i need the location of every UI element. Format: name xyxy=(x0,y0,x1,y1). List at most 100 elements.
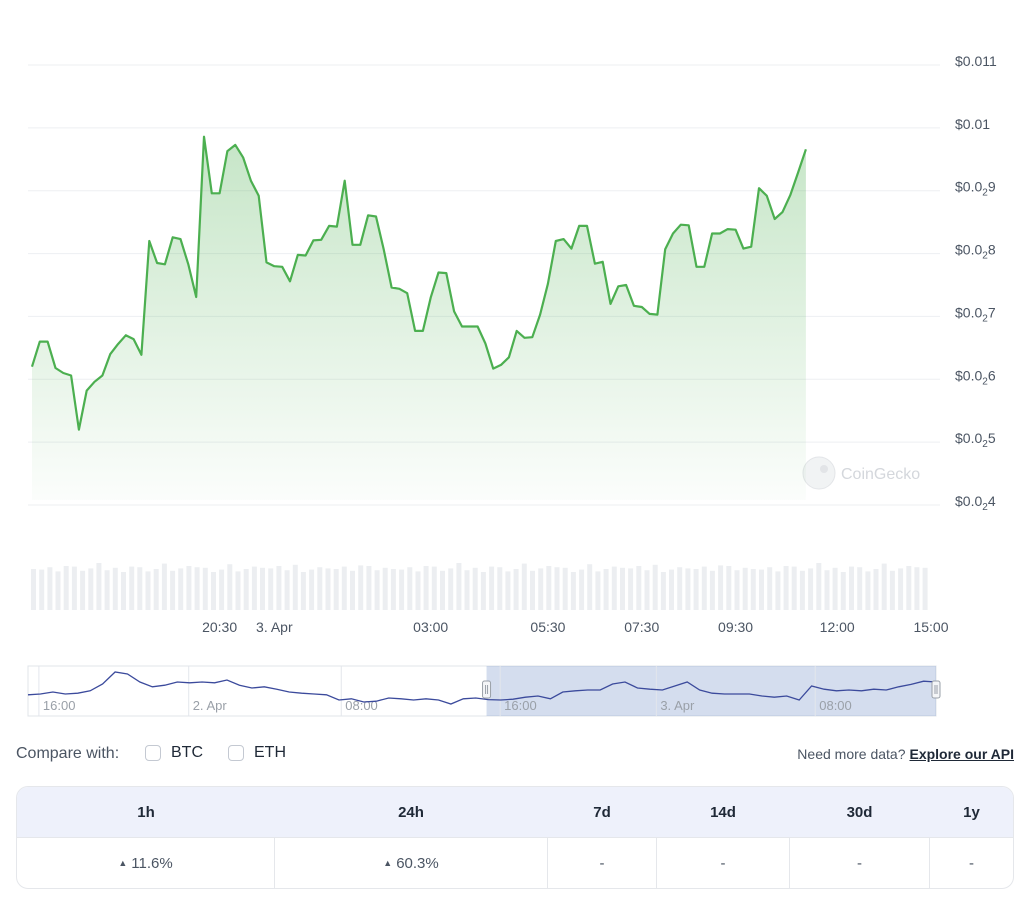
range-navigator[interactable]: 16:00 2. Apr 08:00 16:00 3. Apr 08:00 xyxy=(27,665,941,717)
navigator-line xyxy=(27,671,937,705)
x-tick-label: 20:30 xyxy=(202,619,237,635)
volume-bar xyxy=(497,567,503,610)
performance-table: 1h 24h 7d 14d 30d 1y 11.6% 60.3% - - - - xyxy=(16,786,1014,889)
volume-bar xyxy=(145,571,151,610)
header-24h: 24h xyxy=(274,787,547,837)
volume-bar xyxy=(153,569,159,610)
volume-bar xyxy=(644,570,650,610)
volume-bar xyxy=(767,567,773,610)
performance-value-row: 11.6% 60.3% - - - - xyxy=(17,837,1013,888)
navigator-handle-left[interactable] xyxy=(482,680,492,699)
volume-bar xyxy=(137,567,143,610)
volume-bar xyxy=(816,563,822,610)
volume-bar xyxy=(374,570,380,610)
volume-bar xyxy=(759,569,764,610)
x-tick-label: 12:00 xyxy=(820,619,855,635)
compare-btc-option[interactable]: BTC xyxy=(145,744,203,762)
volume-bar xyxy=(333,569,339,610)
volume-bar xyxy=(480,572,486,610)
volume-bar xyxy=(636,566,642,610)
volume-bar xyxy=(857,567,863,610)
volume-bar xyxy=(390,569,396,610)
volume-bar xyxy=(709,570,715,610)
price-line[interactable] xyxy=(30,135,807,431)
volume-bar xyxy=(906,566,912,610)
volume-bar xyxy=(726,566,732,610)
x-tick-label: 15:00 xyxy=(913,619,948,635)
api-note-text: Need more data? xyxy=(797,746,906,762)
price-chart: $0.011 $0.01 $0.029 $0.028 $0.027 $0.026 $0.02… xyxy=(27,53,997,717)
volume-bar xyxy=(562,567,568,610)
price-area xyxy=(32,136,806,500)
volume-bar xyxy=(775,571,781,610)
volume-bar xyxy=(685,568,691,610)
volume-bar xyxy=(677,567,683,610)
price-series[interactable] xyxy=(30,135,807,500)
performance-header-row: 1h 24h 7d 14d 30d 1y xyxy=(17,787,1013,837)
volume-bar xyxy=(39,569,45,610)
volume-bar xyxy=(358,565,364,610)
navigator-label: 2. Apr xyxy=(193,698,228,713)
volume-bar xyxy=(873,569,879,610)
header-30d: 30d xyxy=(789,787,929,837)
volume-bar xyxy=(603,569,609,610)
x-axis: 20:30 3. Apr 03:00 05:30 07:30 09:30 12:00 15:0… xyxy=(202,619,949,635)
volume-bar xyxy=(718,565,724,610)
volume-bar xyxy=(55,571,61,610)
y-tick-label: $0.011 xyxy=(955,53,997,69)
y-tick-label: $0.028 xyxy=(955,242,996,262)
y-tick-label: $0.027 xyxy=(955,304,996,324)
volume-bar xyxy=(652,564,658,610)
volume-bar xyxy=(440,570,445,610)
eth-checkbox[interactable] xyxy=(228,745,244,761)
explore-api-link[interactable]: Explore our API xyxy=(909,746,1014,762)
volume-bar xyxy=(112,567,118,610)
volume-bar xyxy=(129,566,135,610)
btc-label: BTC xyxy=(171,744,203,761)
coingecko-logo-eye xyxy=(820,465,828,473)
volume-bar xyxy=(407,567,413,610)
volume-bar xyxy=(31,569,36,610)
volume-bar xyxy=(235,571,241,610)
navigator-handle-right[interactable] xyxy=(931,680,941,699)
compare-eth-option[interactable]: ETH xyxy=(228,744,286,762)
volume-bar xyxy=(243,569,249,610)
volume-bar xyxy=(423,566,429,610)
volume-bar xyxy=(530,570,535,610)
volume-bar xyxy=(96,563,102,610)
volume-bar xyxy=(121,572,126,610)
volume-bar xyxy=(47,567,53,610)
volume-bar xyxy=(341,566,347,610)
navigator-selection[interactable] xyxy=(486,666,936,716)
volume-bar xyxy=(742,567,748,610)
watermark: CoinGecko xyxy=(802,456,920,490)
volume-bar xyxy=(595,571,601,610)
volume-bar xyxy=(570,572,576,610)
navigator-label: 08:00 xyxy=(819,698,852,713)
api-note: Need more data? Explore our API xyxy=(797,746,1014,762)
x-tick-label: 05:30 xyxy=(530,619,565,635)
x-tick-label: 03:00 xyxy=(413,619,448,635)
volume-bar xyxy=(505,571,511,610)
y-axis: $0.011 $0.01 $0.029 $0.028 $0.027 $0.026 $0.02… xyxy=(955,53,997,513)
volume-bar xyxy=(170,570,176,610)
volume-bar xyxy=(300,572,306,610)
y-tick-label: $0.01 xyxy=(955,116,990,132)
volume-bar xyxy=(799,570,805,610)
btc-checkbox[interactable] xyxy=(145,745,161,761)
volume-bar xyxy=(104,570,110,610)
value-7d: - xyxy=(547,837,656,888)
navigator-label: 08:00 xyxy=(345,698,378,713)
x-tick-label: 07:30 xyxy=(624,619,659,635)
volume-bar xyxy=(538,568,544,610)
header-1y: 1y xyxy=(929,787,1013,837)
volume-bar xyxy=(366,566,372,610)
volume-bar xyxy=(350,570,355,610)
volume-bar xyxy=(88,568,94,610)
navigator-label: 3. Apr xyxy=(660,698,695,713)
volume-bar xyxy=(660,572,666,610)
y-tick-label: $0.025 xyxy=(955,430,996,450)
volume-bar xyxy=(219,569,225,610)
volume-bar xyxy=(382,567,388,610)
volume-bar xyxy=(824,570,830,610)
